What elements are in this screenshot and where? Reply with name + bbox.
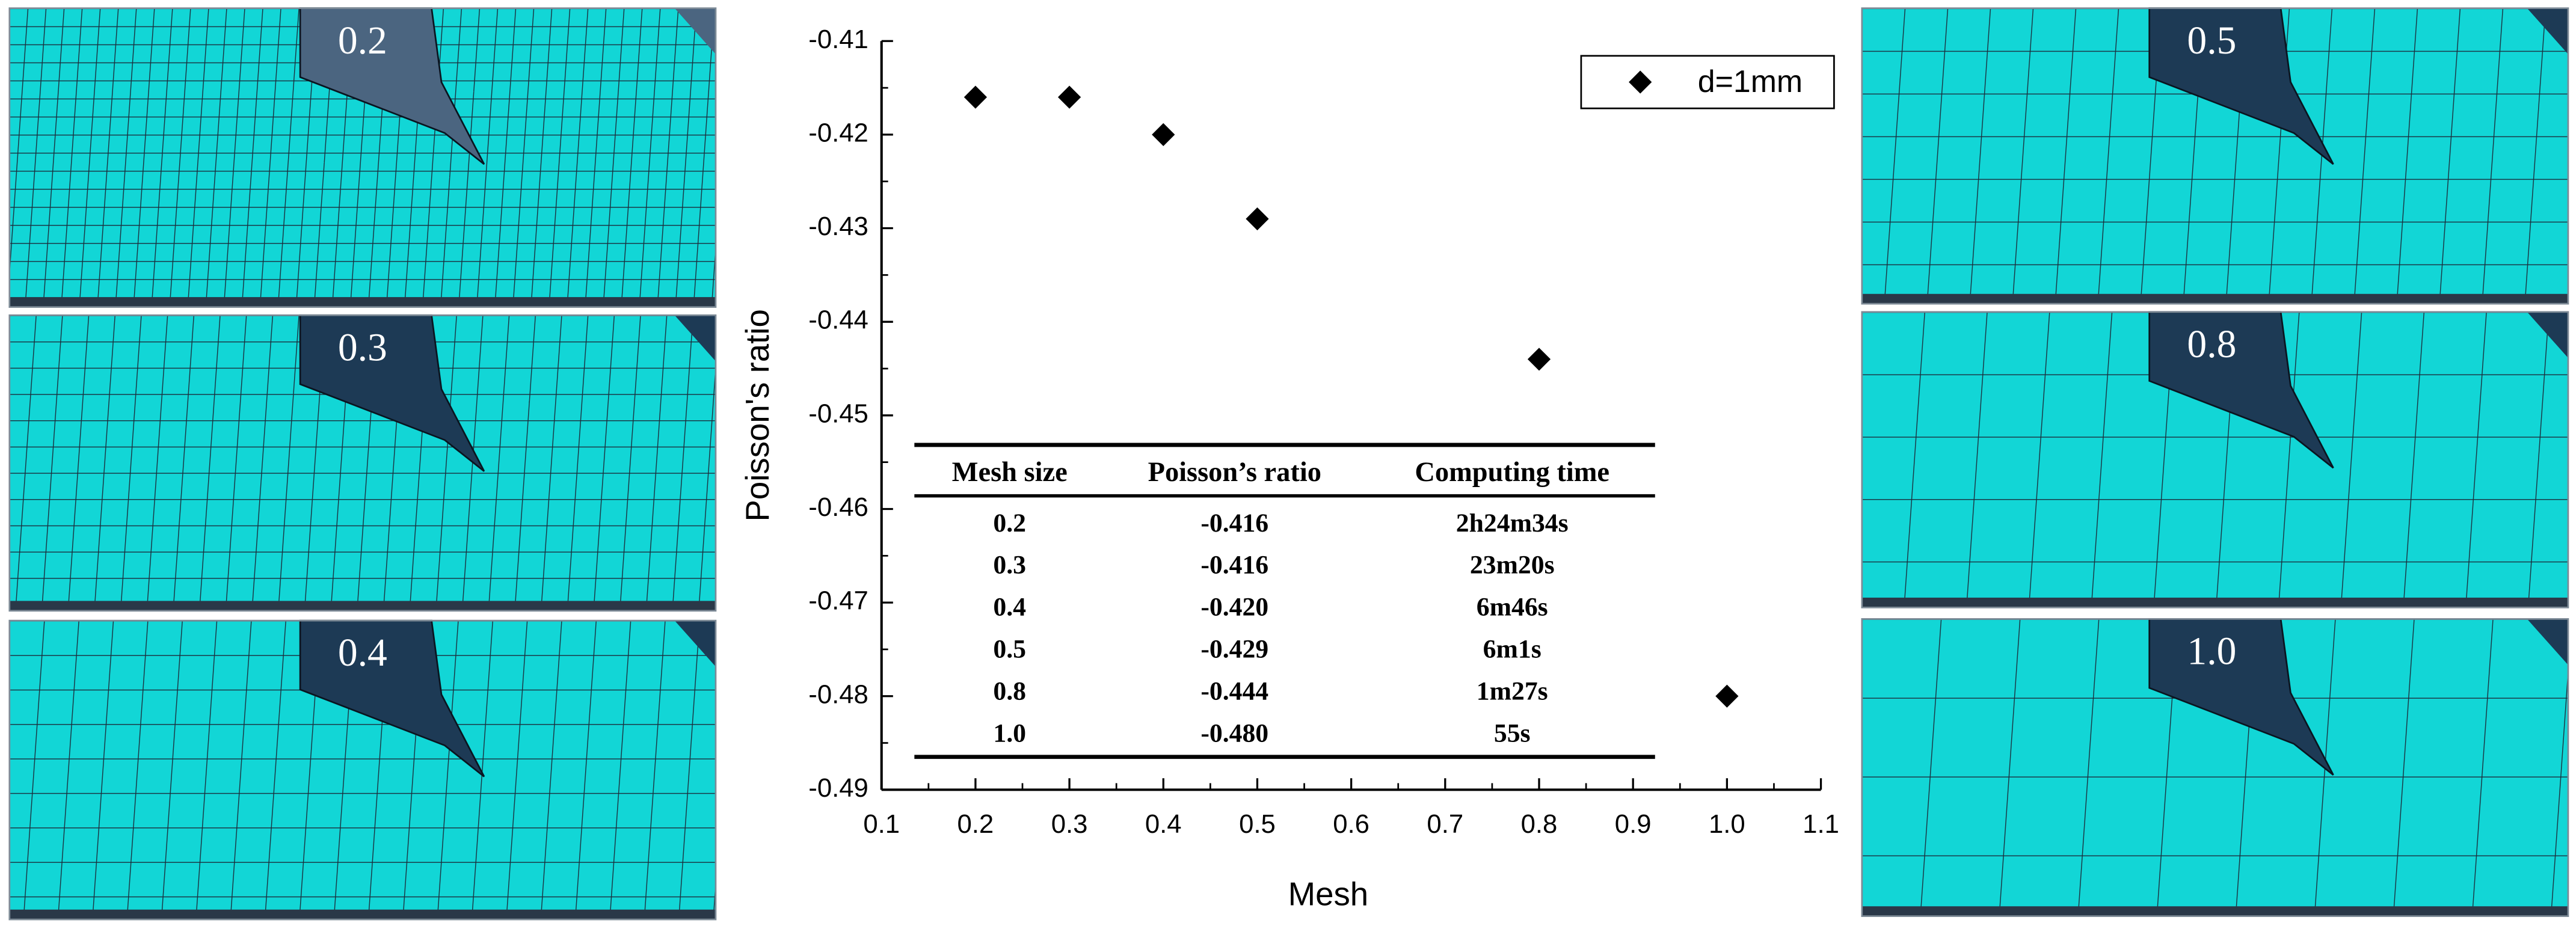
x-tick-label: 0.8 [1521, 809, 1558, 839]
panel-label: 0.5 [2187, 19, 2236, 63]
y-axis-label: Poisson's ratio [739, 309, 776, 521]
mesh-base [9, 601, 716, 611]
mesh-base [1861, 293, 2568, 304]
table-cell: 6m46s [1477, 593, 1548, 622]
data-point [1527, 348, 1551, 371]
corner [2527, 311, 2568, 358]
table-header: Mesh size [952, 457, 1068, 488]
panel-frame [8, 314, 717, 612]
panel-frame [8, 619, 717, 921]
table-cell: 0.2 [993, 509, 1026, 538]
table-cell: 0.8 [993, 676, 1026, 705]
data-point [1152, 123, 1175, 147]
table-cell: 1m27s [1477, 676, 1548, 705]
table-cell: 55s [1494, 719, 1531, 747]
x-tick-label: 1.1 [1803, 809, 1839, 839]
legend-box [1580, 55, 1835, 109]
mesh-base [1861, 906, 2568, 916]
y-tick-label: -0.49 [808, 773, 868, 803]
x-tick-label: 0.5 [1239, 809, 1276, 839]
table-cell: 0.5 [993, 634, 1026, 663]
table-cell: -0.429 [1200, 634, 1268, 663]
y-tick-label: -0.45 [808, 399, 868, 428]
table-cell: 0.4 [993, 593, 1026, 622]
panel-label: 0.4 [338, 631, 387, 675]
mesh-base [1861, 597, 2568, 608]
panel-label: 1.0 [2187, 630, 2236, 673]
x-tick-label: 0.6 [1333, 809, 1369, 839]
data-point [964, 85, 987, 109]
table-cell: -0.416 [1200, 551, 1268, 580]
x-tick-label: 1.0 [1709, 809, 1745, 839]
data-point [1246, 207, 1269, 231]
legend-label: d=1mm [1698, 64, 1803, 99]
table-cell: -0.480 [1200, 719, 1268, 747]
panel-label: 0.3 [338, 326, 387, 369]
x-tick-label: 0.7 [1427, 809, 1463, 839]
corner [2527, 619, 2568, 665]
panel-frame [1861, 618, 2569, 917]
table-cell: -0.416 [1200, 509, 1268, 538]
y-tick-label: -0.42 [808, 118, 868, 147]
panel-label: 0.2 [338, 19, 387, 63]
table-header: Computing time [1415, 457, 1609, 488]
table-cell: 2h24m34s [1456, 509, 1569, 538]
y-tick-label: -0.47 [808, 586, 868, 616]
x-tick-label: 0.2 [958, 809, 994, 839]
table-cell: 6m1s [1483, 634, 1542, 663]
y-tick-label: -0.48 [808, 679, 868, 709]
mesh-base [9, 909, 716, 920]
table-cell: 23m20s [1470, 551, 1555, 580]
panel-frame [1861, 311, 2569, 609]
x-axis-label: Mesh [1288, 875, 1369, 912]
panel-frame [1861, 7, 2569, 305]
y-tick-label: -0.41 [808, 25, 868, 54]
y-tick-label: -0.43 [808, 212, 868, 241]
panel-frame [8, 7, 717, 308]
x-tick-label: 0.1 [863, 809, 900, 839]
x-tick-label: 0.9 [1615, 809, 1652, 839]
panel-label: 0.8 [2187, 323, 2236, 366]
x-tick-label: 0.4 [1145, 809, 1182, 839]
table-cell: 1.0 [993, 719, 1026, 747]
table-header: Poisson’s ratio [1148, 457, 1321, 488]
table-cell: 0.3 [993, 551, 1026, 580]
y-tick-label: -0.44 [808, 305, 868, 335]
y-tick-label: -0.46 [808, 492, 868, 522]
data-point [1057, 85, 1081, 109]
mesh-base [9, 297, 716, 307]
table-cell: -0.444 [1200, 676, 1268, 705]
x-tick-label: 0.3 [1051, 809, 1088, 839]
data-point [1715, 684, 1739, 708]
table-cell: -0.420 [1200, 593, 1268, 622]
